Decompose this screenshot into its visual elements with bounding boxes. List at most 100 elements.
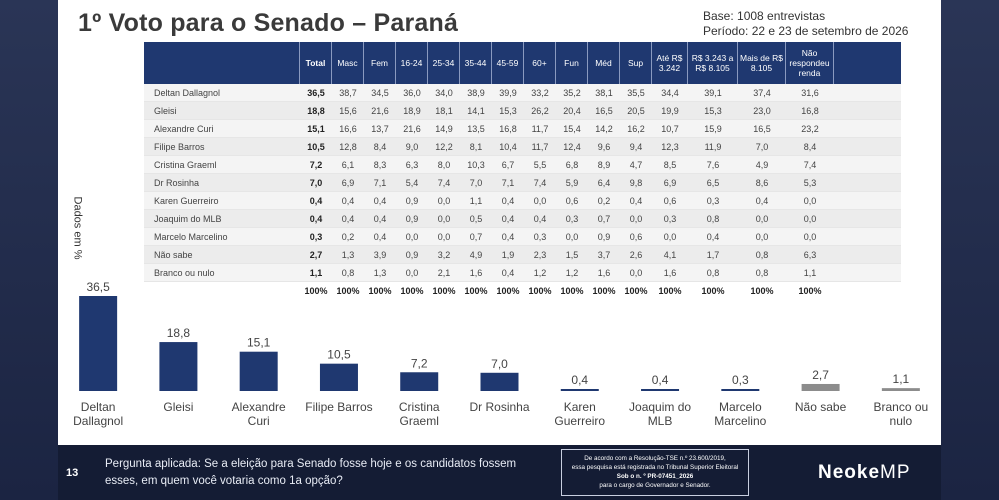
tse-line: De acordo com a Resolução-TSE n.º 23.600… xyxy=(584,455,726,462)
table-cell: 3,7 xyxy=(597,249,611,260)
table-row: Não sabe 2,7 1,3 3,9 0,9 3,2 4,9 1,9 2,3 1,5 3,7 2,… xyxy=(144,246,901,264)
table-cell: 15,1 xyxy=(307,123,325,134)
table-cell: 11,7 xyxy=(531,123,549,134)
table-cell: 7,1 xyxy=(501,177,515,188)
table-cell: 16,8 xyxy=(801,105,819,116)
tse-line: essa pesquisa está registrada no Tribuna… xyxy=(571,464,739,471)
table-header-cell: Fun xyxy=(556,42,588,84)
brand-logo: NeokeMP xyxy=(818,462,911,484)
bar xyxy=(239,351,278,391)
table-cell: 1,1 xyxy=(469,195,483,206)
table-row: Dr Rosinha 7,0 6,9 7,1 5,4 7,4 7,0 7,1 7,4 5,9 6,4… xyxy=(144,174,901,192)
table-cell: 0,4 xyxy=(341,213,355,224)
table-cell: 11,7 xyxy=(531,141,549,152)
row-label: Marcelo Marcelino xyxy=(154,231,228,242)
table-cell: 18,8 xyxy=(307,105,325,116)
table-row: Cristina Graeml 7,2 6,1 8,3 6,3 8,0 10,3 6,7 5,5… xyxy=(144,156,901,174)
row-label: Joaquim do MLB xyxy=(154,213,222,224)
table-cell: 12,3 xyxy=(661,141,679,152)
table-cell: 7,0 xyxy=(309,177,323,188)
table-cell: 9,8 xyxy=(629,177,643,188)
table-cell: 1,2 xyxy=(565,267,579,278)
page-number: 13 xyxy=(66,467,79,479)
category-label: Marcelo Marcelino xyxy=(714,400,766,428)
bar-value-label: 18,8 xyxy=(167,326,191,340)
table-total-cell: 100% xyxy=(624,286,648,296)
table-cell: 34,5 xyxy=(371,87,389,98)
y-axis-label: Dados em % xyxy=(71,196,84,260)
table-cell: 0,7 xyxy=(597,213,611,224)
bar-value-label: 1,1 xyxy=(893,372,910,386)
table-cell: 0,4 xyxy=(501,231,515,242)
bar xyxy=(480,372,519,391)
table-cell: 15,3 xyxy=(704,105,722,116)
table-cell: 1,6 xyxy=(663,267,677,278)
table-cell: 37,4 xyxy=(753,87,771,98)
table-cell: 15,3 xyxy=(499,105,517,116)
table-header-row: Total Masc Fem 16-24 25-34 35-44 45-59 60+ Fun Mé… xyxy=(144,42,901,84)
table-total-cell: 100% xyxy=(368,286,392,296)
table-cell: 36,5 xyxy=(307,87,325,98)
table-cell: 3,9 xyxy=(373,249,387,260)
table-cell: 0,0 xyxy=(629,213,643,224)
table-cell: 0,4 xyxy=(373,195,387,206)
bar xyxy=(319,363,358,391)
table-header-cell: 60+ xyxy=(524,42,556,84)
page-title: 1º Voto para o Senado – Paraná xyxy=(78,9,459,37)
bar-value-label: 2,7 xyxy=(812,368,829,382)
table-cell: 26,2 xyxy=(531,105,549,116)
table-cell: 0,0 xyxy=(803,231,817,242)
table-cell: 1,5 xyxy=(565,249,579,260)
tse-line: para o cargo de Governador e Senador. xyxy=(599,482,711,489)
table-cell: 35,2 xyxy=(563,87,581,98)
table-cell: 0,3 xyxy=(533,231,547,242)
table-cell: 0,4 xyxy=(309,195,323,206)
table-total-cell: 100% xyxy=(560,286,584,296)
bar xyxy=(801,383,840,391)
table-total-cell: 100% xyxy=(304,286,328,296)
category-label: Não sabe xyxy=(795,400,847,414)
table-cell: 1,3 xyxy=(373,267,387,278)
table-cell: 0,0 xyxy=(405,231,419,242)
table-cell: 1,7 xyxy=(706,249,720,260)
table-row: Marcelo Marcelino 0,3 0,2 0,4 0,0 0,0 0,7 0,4 0,… xyxy=(144,228,901,246)
table-row: Karen Guerreiro 0,4 0,4 0,4 0,9 0,0 1,1 0,4 0,0 0… xyxy=(144,192,901,210)
table-cell: 0,9 xyxy=(405,195,419,206)
table-cell: 7,4 xyxy=(803,159,817,170)
table-cell: 7,1 xyxy=(373,177,387,188)
table-cell: 2,6 xyxy=(629,249,643,260)
table-cell: 0,0 xyxy=(533,195,547,206)
table-cell: 9,6 xyxy=(597,141,611,152)
table-cell: 0,4 xyxy=(706,231,720,242)
table-cell: 16,5 xyxy=(595,105,613,116)
table-cell: 15,6 xyxy=(339,105,357,116)
table-cell: 0,8 xyxy=(755,249,769,260)
table-cell: 8,3 xyxy=(373,159,387,170)
table-header-cell: 16-24 xyxy=(396,42,428,84)
table-cell: 0,2 xyxy=(597,195,611,206)
bar xyxy=(159,342,198,391)
table-cell: 7,0 xyxy=(755,141,769,152)
table-cell: 0,8 xyxy=(706,213,720,224)
table-cell: 11,9 xyxy=(704,141,722,152)
table-cell: 4,7 xyxy=(629,159,643,170)
table-cell: 10,4 xyxy=(499,141,517,152)
table-cell: 0,0 xyxy=(405,267,419,278)
table-cell: 0,4 xyxy=(629,195,643,206)
category-label: Cristina Graeml xyxy=(399,400,440,428)
tse-registration-box: De acordo com a Resolução-TSE n.º 23.600… xyxy=(561,449,749,496)
bar-value-label: 36,5 xyxy=(86,280,110,294)
table-cell: 0,0 xyxy=(565,231,579,242)
table-cell: 0,0 xyxy=(803,195,817,206)
table-header-cell: 35-44 xyxy=(460,42,492,84)
table-cell: 15,9 xyxy=(704,123,722,134)
table-cell: 0,0 xyxy=(437,213,451,224)
table-header-cell: Não respondeu renda xyxy=(786,42,834,84)
table-cell: 2,3 xyxy=(533,249,547,260)
table-cell: 10,7 xyxy=(661,123,679,134)
table-cell: 7,2 xyxy=(309,159,323,170)
table-cell: 20,5 xyxy=(627,105,645,116)
table-cell: 0,0 xyxy=(629,267,643,278)
table-total-cell: 100% xyxy=(798,286,822,296)
